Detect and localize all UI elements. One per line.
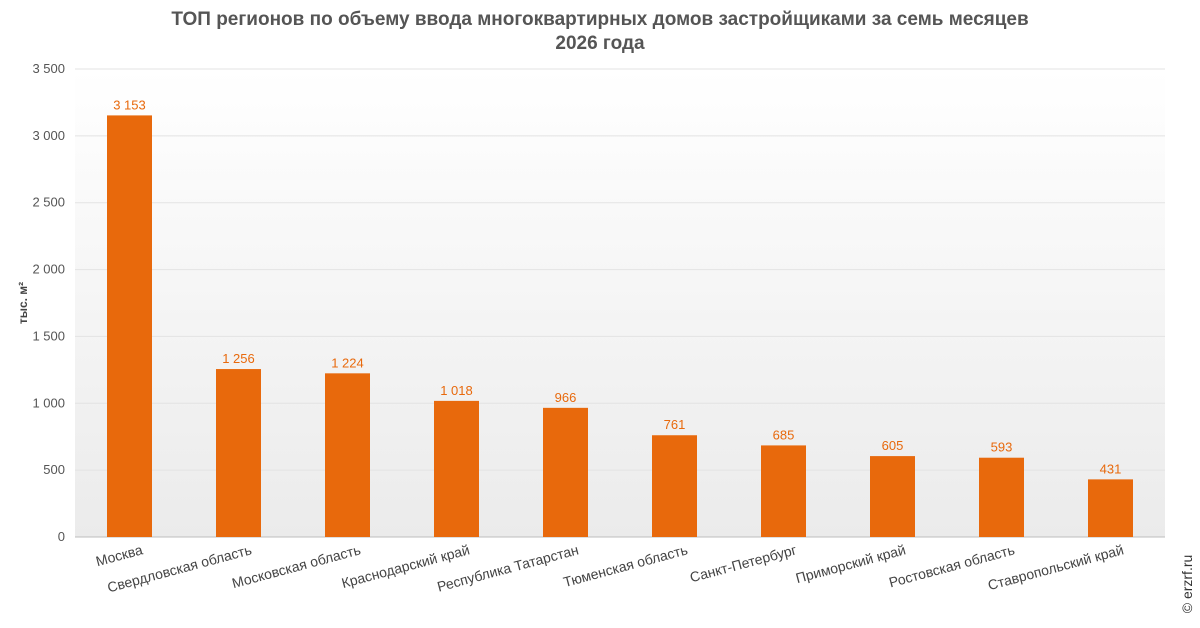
- data-label: 966: [555, 390, 577, 405]
- chart-title: ТОП регионов по объему ввода многокварти…: [171, 9, 1029, 54]
- y-tick-label: 1 500: [32, 328, 65, 343]
- y-axis-label: тыс. м²: [16, 282, 30, 324]
- y-tick-label: 3 500: [32, 61, 65, 76]
- y-tick-label: 2 000: [32, 262, 65, 277]
- x-tick-label: Тюменская область: [562, 541, 690, 590]
- y-tick-label: 3 000: [32, 128, 65, 143]
- bar: [870, 456, 915, 537]
- credit-text: © erzrf.ru: [1179, 555, 1195, 614]
- data-label: 761: [664, 417, 686, 432]
- bar: [1088, 479, 1133, 537]
- bar: [979, 457, 1024, 537]
- data-label: 1 018: [440, 383, 473, 398]
- x-tick-label: Санкт-Петербург: [688, 541, 798, 585]
- bar: [761, 445, 806, 537]
- y-tick-label: 1 000: [32, 395, 65, 410]
- y-tick-label: 500: [43, 462, 65, 477]
- data-label: 431: [1100, 461, 1122, 476]
- y-tick-label: 2 500: [32, 195, 65, 210]
- bar: [434, 400, 479, 537]
- data-label: 685: [773, 427, 795, 442]
- data-label: 605: [882, 438, 904, 453]
- bar: [543, 407, 588, 537]
- data-label: 593: [991, 440, 1013, 455]
- bar: [652, 435, 697, 537]
- bar: [325, 373, 370, 537]
- x-tick-label: Москва: [94, 541, 145, 569]
- bar: [107, 115, 152, 537]
- bar: [216, 369, 261, 537]
- data-label: 1 224: [331, 355, 364, 370]
- y-tick-label: 0: [58, 529, 65, 544]
- data-label: 1 256: [222, 351, 255, 366]
- data-label: 3 153: [113, 97, 146, 112]
